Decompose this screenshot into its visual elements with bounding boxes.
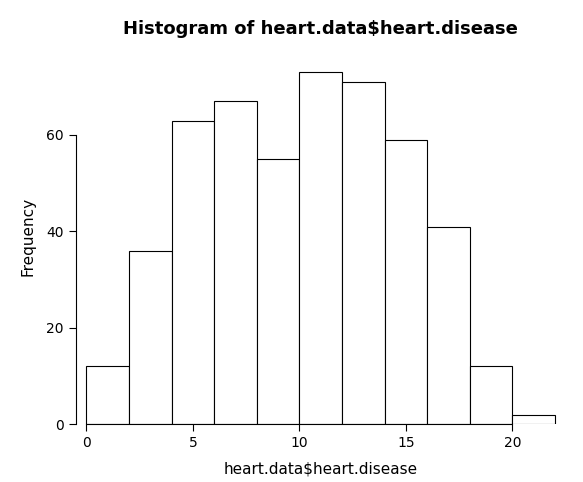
Bar (427, 227, 470, 424)
Bar (385, 140, 427, 424)
Bar (214, 101, 257, 424)
Bar (342, 82, 385, 424)
Y-axis label: Frequency: Frequency (20, 197, 35, 276)
Bar (171, 120, 214, 424)
Bar (86, 366, 129, 424)
Bar (257, 159, 299, 424)
Bar (512, 415, 555, 424)
X-axis label: heart.data$heart.disease: heart.data$heart.disease (224, 461, 417, 476)
Title: Histogram of heart.data$heart.disease: Histogram of heart.data$heart.disease (123, 20, 518, 38)
Bar (129, 251, 171, 424)
Bar (299, 72, 342, 424)
Bar (470, 366, 512, 424)
